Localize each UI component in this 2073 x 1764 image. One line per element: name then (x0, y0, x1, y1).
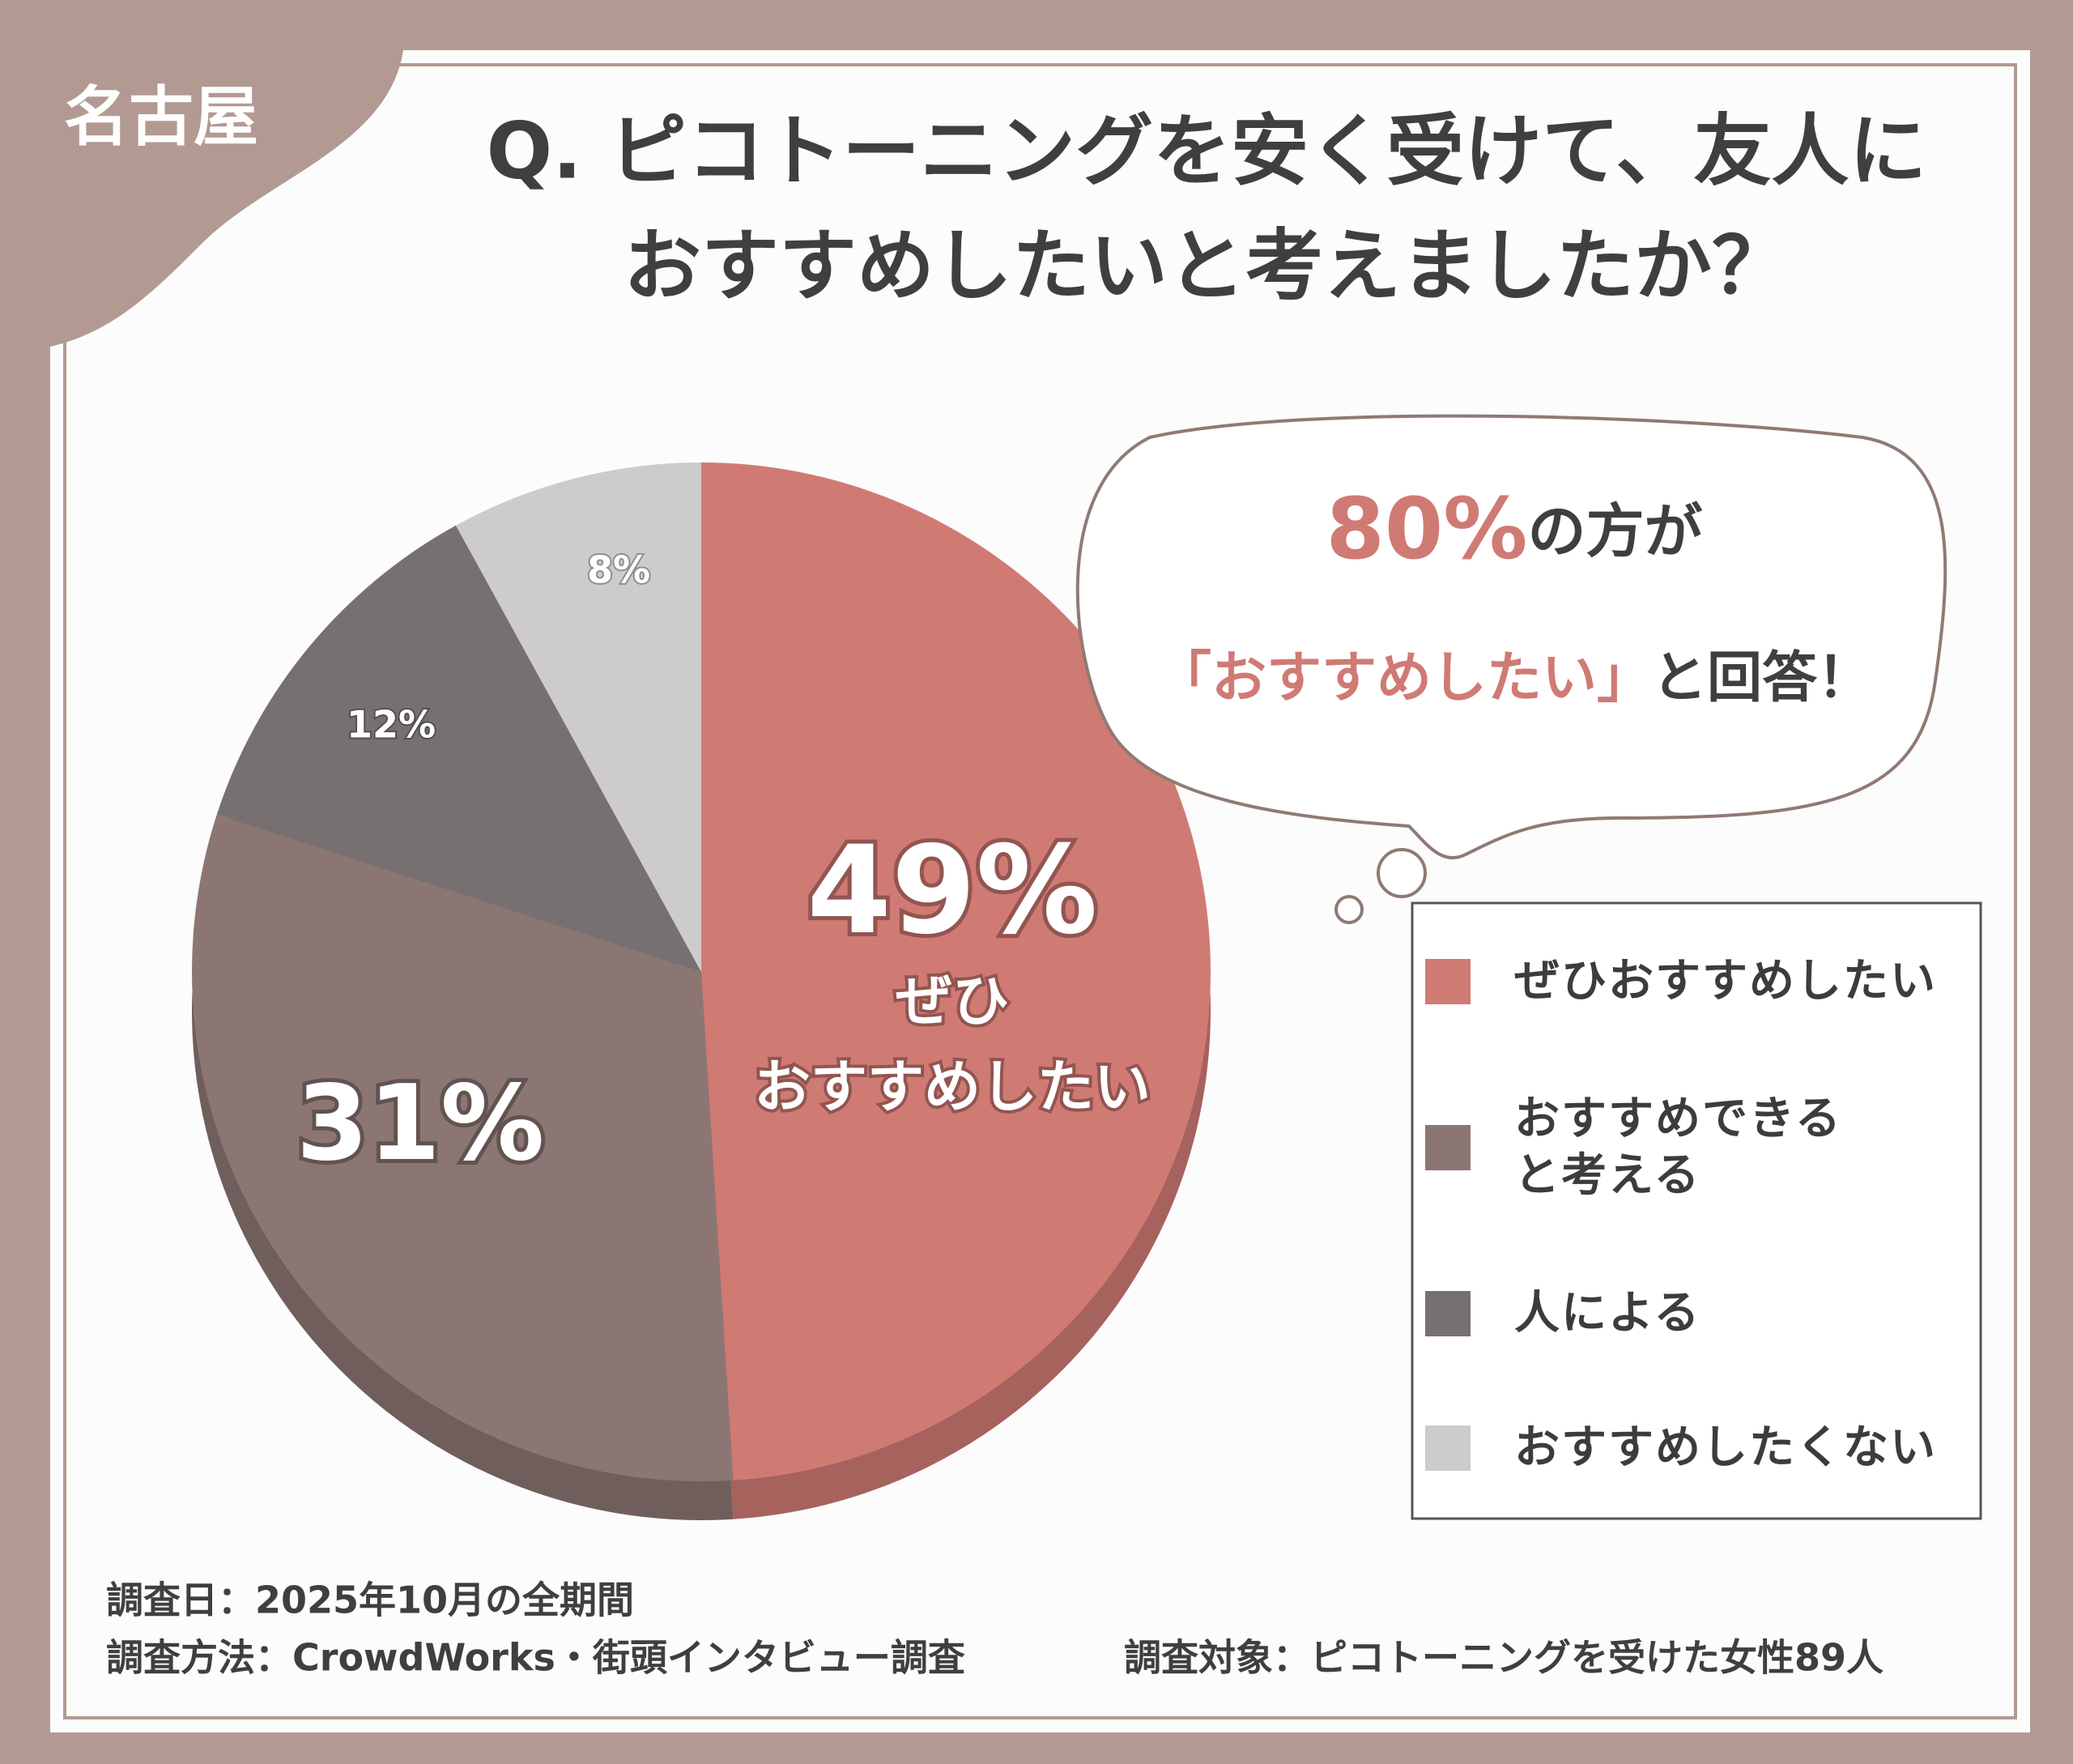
pie-slice (216, 525, 701, 972)
bubble-dot (1334, 895, 1364, 924)
slice-label: 31% (296, 1063, 544, 1184)
slice-label: 8% (587, 548, 650, 592)
title-line: おすすめしたいと考えましたか？ (624, 220, 1790, 311)
title-line: Q. ピコトーニングを安く受けて、友人に (487, 105, 1927, 196)
slice-note: ぜひ (896, 968, 1009, 1034)
legend-label: おすすめできると考える (1514, 1093, 1842, 1202)
badge-shape (50, 50, 403, 347)
footer-text: 調査日：2025年10月の全期間 (106, 1579, 634, 1622)
legend-swatch (1425, 1125, 1471, 1170)
pie-slice (455, 462, 701, 972)
slice-label: 49% (807, 820, 1097, 961)
callout-quote: 「おすすめしたい」 (1156, 646, 1652, 710)
callout-line: 80%の方が (1326, 479, 1703, 578)
legend-label: ぜひおすすめしたい (1514, 955, 1937, 1008)
panel-border (63, 63, 2017, 1719)
legend-swatch (1425, 1425, 1471, 1471)
slice-label: 12% (347, 703, 436, 747)
speech-bubble (1075, 414, 1947, 860)
callout-highlight: 80% (1326, 479, 1528, 578)
pie: 49% 31% 12% 8% ぜひおすすめしたい (191, 462, 1211, 1520)
callout-text: と回答！ (1652, 646, 1872, 710)
slice-note: おすすめしたい (754, 1054, 1151, 1120)
badge: 名古屋 (64, 79, 258, 155)
callout-line: 「おすすめしたい」と回答！ (1156, 646, 1872, 710)
legend-label: おすすめしたくない (1514, 1421, 1937, 1474)
legend-swatch (1425, 959, 1471, 1004)
bubble-dot (1377, 848, 1427, 898)
legend-swatch (1425, 1291, 1471, 1336)
legend-label: 人による (1514, 1287, 1701, 1340)
legend-box (1411, 901, 1982, 1520)
footer-text: 調査方法：CrowdWorks・街頭インタビュー調査 (106, 1636, 965, 1680)
pie-slice (191, 814, 734, 1481)
pie-slice (701, 462, 1211, 1481)
callout-text: の方が (1527, 497, 1702, 565)
footer-text: 調査対象：ピコトーニングを受けた女性89人 (1124, 1636, 1884, 1680)
